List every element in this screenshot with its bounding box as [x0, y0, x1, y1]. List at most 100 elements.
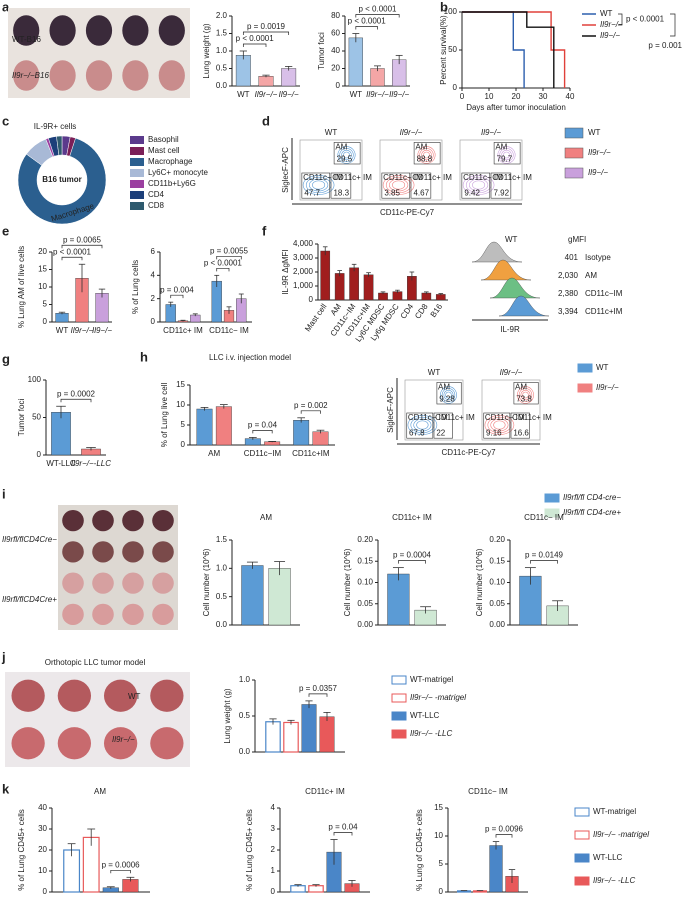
decoration: [381, 172, 411, 199]
y-tick-label: 0.20: [357, 535, 373, 544]
y-tick-label: 20: [38, 247, 47, 256]
legend-swatch: [391, 693, 407, 703]
legend-swatch: [391, 711, 407, 721]
gate-label: CD11c+ IM: [512, 413, 552, 422]
decoration: [122, 60, 149, 91]
decoration: [489, 277, 541, 299]
x-tick-label: CD4: [399, 302, 416, 321]
gate-value: 7.92: [493, 189, 509, 198]
y-tick-label: 1,000: [293, 281, 314, 290]
legend-label: Il9r−/− -matrigel: [593, 830, 649, 839]
decoration: [301, 172, 331, 199]
decoration: [11, 679, 45, 712]
chart-title: CD11c− IM: [468, 787, 508, 796]
annotation: p = 0.04: [328, 823, 358, 832]
decoration: [483, 412, 511, 439]
annotation: p = 0.0002: [57, 389, 96, 398]
y-tick-label: 4: [271, 803, 276, 812]
histogram-x-label: IL-9R: [500, 325, 520, 334]
bar: [241, 565, 264, 626]
gate-value: 79.7: [497, 154, 513, 163]
bar: [258, 75, 274, 87]
legend-swatch: [577, 363, 593, 373]
decoration: [490, 418, 509, 432]
x-tick-label: 40: [566, 92, 575, 101]
decoration: [61, 244, 103, 249]
bar: [319, 716, 335, 753]
decoration: [564, 167, 584, 179]
y-tick-label: 0: [37, 450, 42, 459]
y-tick-label: 0.5: [239, 711, 251, 720]
x-tick-label: WT-LLC: [46, 459, 76, 468]
x-tick-label: WT: [350, 90, 363, 99]
y-tick-label: 60: [331, 29, 340, 38]
decoration: [152, 572, 174, 594]
y-tick-label: 5: [439, 859, 444, 868]
y-tick-label: 10: [176, 400, 185, 409]
decoration: [520, 389, 531, 401]
histogram-row-label: CD11c+IM: [585, 307, 623, 316]
decoration: [469, 178, 489, 192]
histogram-value: 2,380: [558, 289, 579, 298]
y-tick-label: 10: [38, 866, 47, 875]
y-axis-label: Cell number (10^6): [343, 548, 352, 616]
y-tick-label: 0.10: [357, 578, 373, 587]
histogram-value: 2,030: [558, 271, 579, 280]
annotation: p < 0.0001: [236, 34, 275, 43]
legend-label: WT-LLC: [410, 711, 440, 720]
decoration: [472, 180, 486, 190]
decoration: [152, 603, 174, 625]
histogram-title: WT: [505, 235, 518, 244]
decoration: [440, 386, 457, 404]
decoration: [382, 175, 415, 195]
histogram-row-label: Isotype: [585, 253, 611, 262]
y-tick-label: 0.05: [489, 599, 505, 608]
decoration: [389, 178, 409, 192]
decoration: [122, 15, 149, 46]
decoration: [49, 60, 76, 91]
annotation: p < 0.0001: [204, 258, 243, 267]
decoration: [518, 388, 533, 402]
y-tick-label: 0: [151, 317, 156, 326]
y-tick-label: 10: [434, 831, 443, 840]
annotation: p = 0.0006: [102, 860, 141, 869]
legend-swatch: [544, 508, 560, 518]
annotation: p < 0.0001: [358, 5, 397, 14]
bar: [264, 441, 281, 446]
histogram-header: gMFI: [568, 235, 586, 244]
y-tick-label: 0: [439, 887, 444, 896]
y-tick-label: 0.10: [489, 578, 505, 587]
x-tick-label: 10: [485, 92, 494, 101]
legend-label: Il9rfl/fl CD4-cre+: [563, 508, 621, 517]
gate-value: 22: [436, 429, 445, 438]
x-tick-label: AM: [208, 449, 220, 458]
gate-label: CD11c− IM: [463, 173, 503, 182]
gate-value: 9.42: [464, 189, 480, 198]
gate-label: AM: [415, 142, 427, 151]
panel-letter: g: [2, 351, 10, 366]
decoration: [406, 412, 434, 439]
decoration: [122, 541, 144, 563]
y-tick-label: 0.5: [216, 64, 228, 73]
decoration: [242, 31, 290, 35]
decoration: [152, 541, 174, 563]
decoration: [13, 15, 40, 46]
y-axis-label: % of Lung live cell: [160, 383, 169, 448]
x-tick-label: Il9−/−: [389, 90, 409, 99]
gate-value: 47.7: [304, 189, 320, 198]
y-tick-label: 1.0: [216, 563, 228, 572]
x-tick-label: CD11c+ IM: [163, 326, 203, 335]
gate-label: CD11c− IM: [383, 173, 423, 182]
y-tick-label: 50: [448, 45, 457, 54]
decoration: [122, 603, 144, 625]
decoration: [61, 256, 83, 261]
decoration: [302, 175, 335, 195]
decoration: [413, 418, 432, 432]
legend-label: CD4: [148, 190, 165, 199]
decoration: [216, 267, 230, 272]
y-tick-label: 20: [38, 845, 47, 854]
decoration: [517, 386, 534, 404]
panel-letter: j: [1, 649, 6, 664]
gate-value: 88.8: [417, 154, 433, 163]
panel-letter: a: [2, 0, 10, 14]
